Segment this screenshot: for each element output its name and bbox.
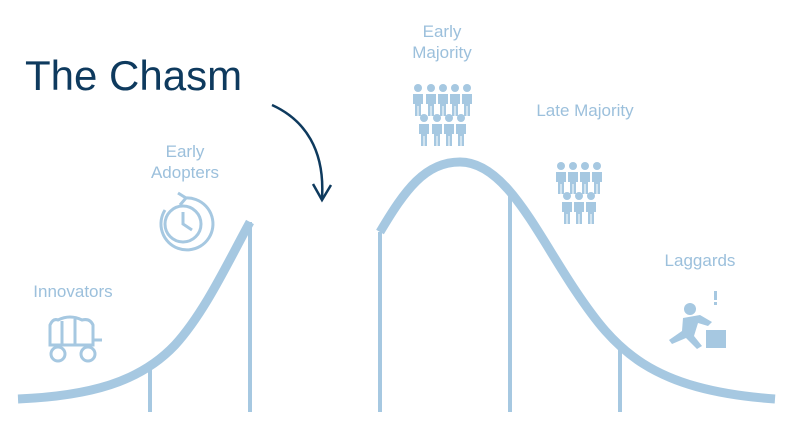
person-icon bbox=[414, 84, 422, 92]
person-icon bbox=[433, 114, 441, 122]
person-icon bbox=[420, 114, 428, 122]
kneeling-person-icon bbox=[669, 291, 726, 349]
clock-icon bbox=[159, 191, 215, 252]
person-icon bbox=[426, 94, 436, 116]
person-icon bbox=[445, 114, 453, 122]
people-group-icon bbox=[413, 84, 472, 146]
person-icon bbox=[427, 84, 435, 92]
person-icon bbox=[450, 94, 460, 116]
person-icon bbox=[581, 162, 589, 170]
people-group-icon bbox=[556, 162, 602, 224]
person-icon bbox=[439, 84, 447, 92]
person-icon bbox=[462, 94, 472, 116]
label-early-majority: Early Majority bbox=[412, 22, 472, 62]
person-icon bbox=[451, 84, 459, 92]
chasm-arrow bbox=[271, 103, 333, 203]
person-icon bbox=[575, 192, 583, 200]
person-icon bbox=[593, 162, 601, 170]
person-icon bbox=[568, 172, 578, 194]
person-icon bbox=[557, 162, 565, 170]
person-icon bbox=[432, 124, 442, 146]
chasm-title: The Chasm bbox=[25, 52, 243, 99]
covered-wagon-icon bbox=[48, 315, 102, 363]
person-icon bbox=[592, 172, 602, 194]
person-icon bbox=[413, 94, 423, 116]
curve-left bbox=[17, 219, 254, 404]
person-icon bbox=[587, 192, 595, 200]
person-icon bbox=[574, 202, 584, 224]
person-icon bbox=[586, 202, 596, 224]
person-icon bbox=[563, 192, 571, 200]
label-innovators: Innovators bbox=[33, 282, 113, 301]
person-icon bbox=[444, 124, 454, 146]
person-icon bbox=[419, 124, 429, 146]
person-icon bbox=[457, 114, 465, 122]
label-laggards: Laggards bbox=[664, 251, 736, 270]
person-icon bbox=[556, 172, 566, 194]
person-icon bbox=[562, 202, 572, 224]
person-icon bbox=[456, 124, 466, 146]
person-icon bbox=[463, 84, 471, 92]
label-early-adopters: Early Adopters bbox=[150, 142, 220, 182]
person-icon bbox=[580, 172, 590, 194]
person-icon bbox=[569, 162, 577, 170]
curve-right bbox=[376, 157, 776, 404]
person-icon bbox=[438, 94, 448, 116]
label-late-majority: Late Majority bbox=[536, 101, 634, 120]
